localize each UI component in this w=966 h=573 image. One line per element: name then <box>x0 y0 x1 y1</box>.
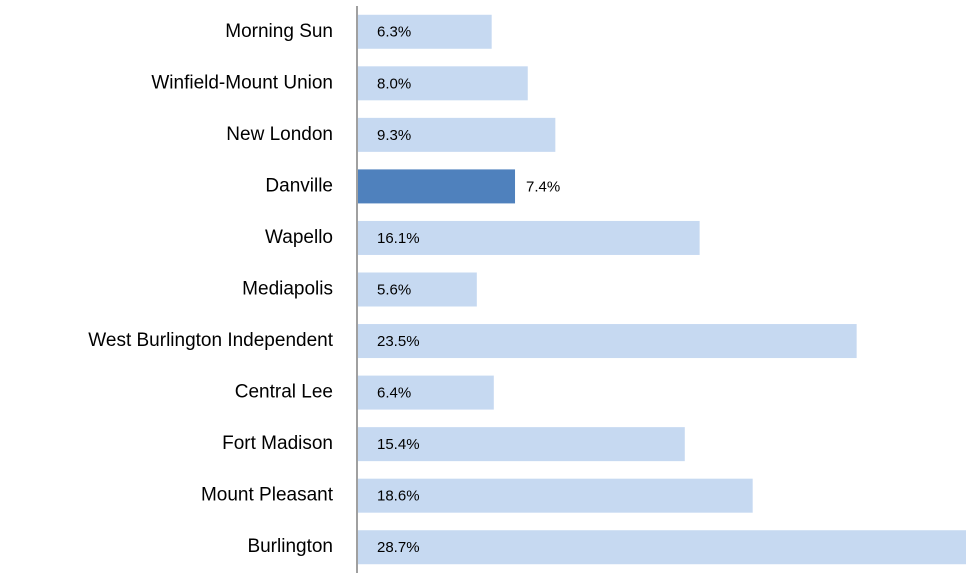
value-label: 16.1% <box>377 230 420 247</box>
category-label: Mediapolis <box>242 279 333 300</box>
value-label: 18.6% <box>377 488 420 505</box>
value-label: 23.5% <box>377 333 420 350</box>
value-label: 8.0% <box>377 75 411 92</box>
value-label: 6.3% <box>377 24 411 41</box>
category-label: West Burlington Independent <box>88 330 333 351</box>
value-label: 6.4% <box>377 385 411 402</box>
bar <box>358 324 857 359</box>
category-label: Burlington <box>247 536 333 557</box>
category-label: Central Lee <box>235 382 333 403</box>
bar <box>358 427 685 462</box>
bar <box>358 530 966 565</box>
value-label: 28.7% <box>377 539 420 556</box>
bar <box>358 66 528 101</box>
value-label: 15.4% <box>377 436 420 453</box>
category-label: Danville <box>265 175 333 196</box>
bar <box>358 169 516 204</box>
category-label: Mount Pleasant <box>201 485 334 506</box>
bar <box>358 272 477 307</box>
bar <box>358 375 494 410</box>
category-label: New London <box>226 124 333 145</box>
value-label: 7.4% <box>526 178 560 195</box>
category-label: Winfield-Mount Union <box>151 72 333 93</box>
value-label: 5.6% <box>377 281 411 298</box>
bar <box>358 14 492 49</box>
bar <box>358 478 753 513</box>
category-label: Fort Madison <box>222 433 333 454</box>
bar <box>358 117 556 152</box>
value-label: 9.3% <box>377 127 411 144</box>
category-label: Wapello <box>265 227 333 248</box>
bar <box>358 220 700 255</box>
category-label: Morning Sun <box>225 21 333 42</box>
